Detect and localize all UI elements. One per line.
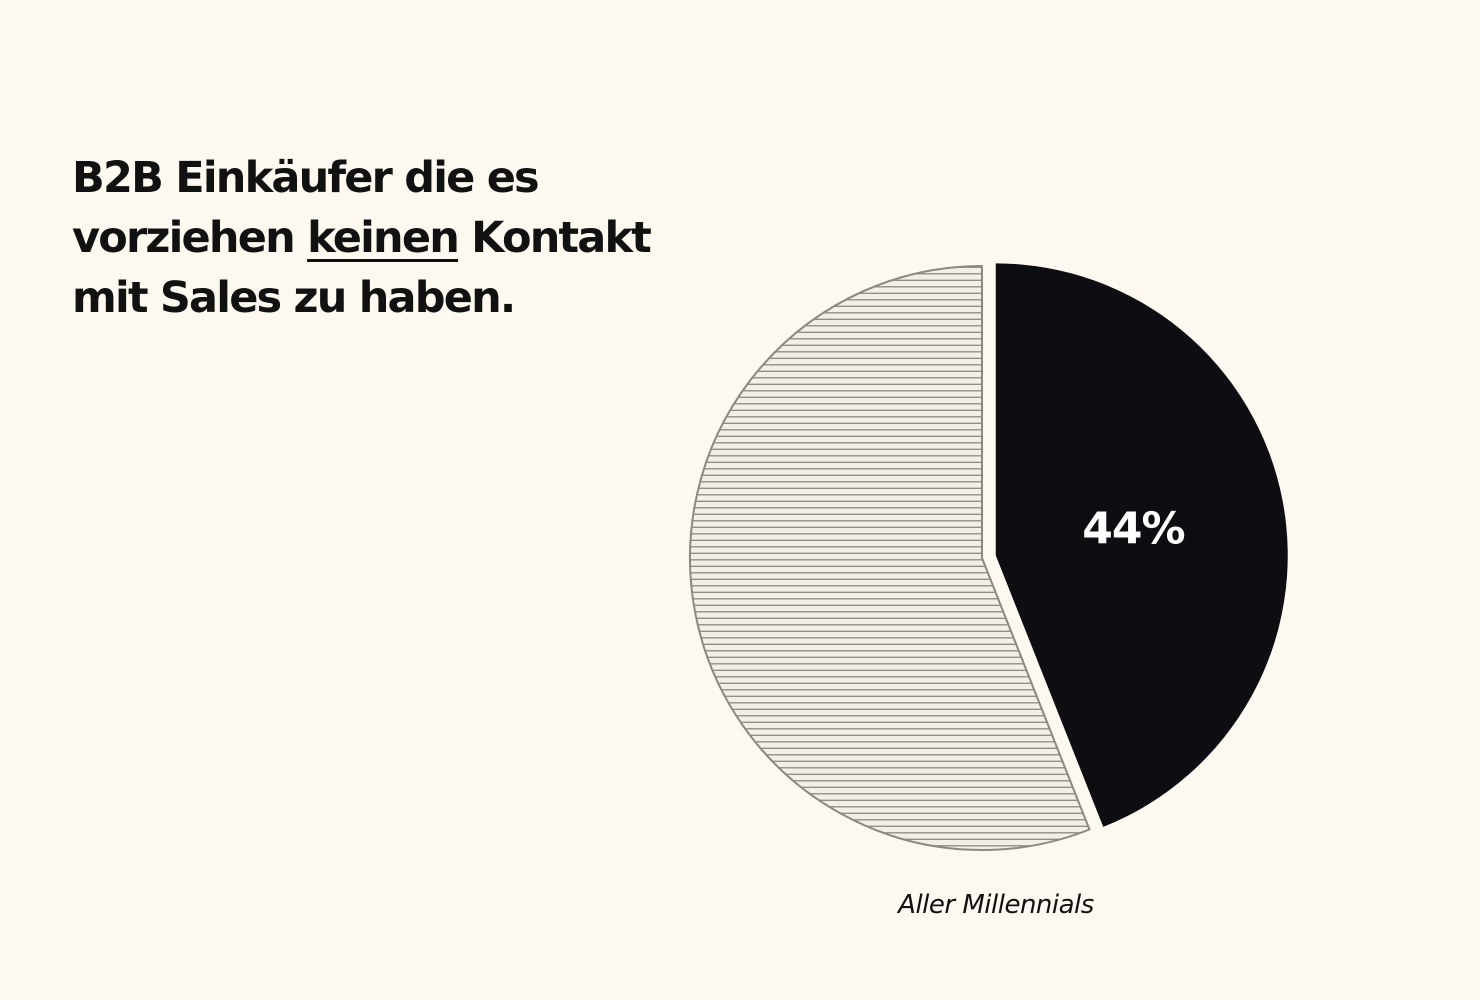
chart-caption: Aller Millennials	[898, 890, 1094, 920]
title-part-1: B2B Einkäufer die es vorziehen	[72, 153, 540, 263]
title-part-2: Kontakt mit Sales zu haben.	[72, 213, 652, 323]
slice-label-1: 44%	[1082, 504, 1184, 555]
chart-title: B2B Einkäufer die es vorziehen keinen Ko…	[72, 148, 712, 328]
pie-slices	[689, 263, 1288, 851]
pie-slice-1	[995, 263, 1288, 827]
pie-labels: 44%	[1082, 504, 1185, 555]
title-emphasis: keinen	[307, 213, 460, 263]
pie-slice-2	[689, 265, 1091, 851]
